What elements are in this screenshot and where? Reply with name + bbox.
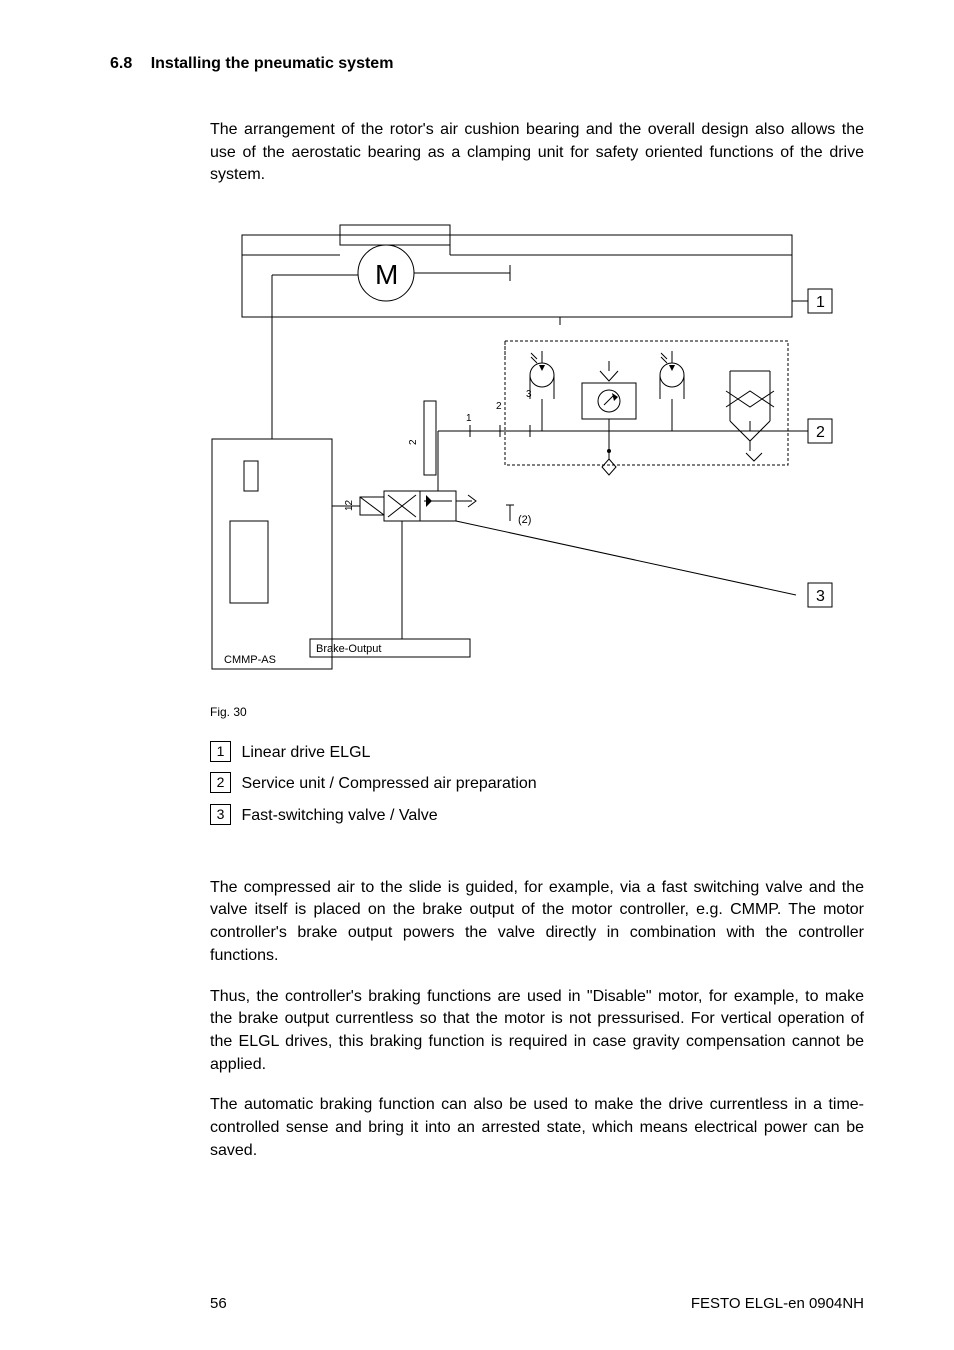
- figure-30: CMMP-AS Brake-Output M 1: [210, 221, 860, 697]
- paragraph-4: The automatic braking function can also …: [210, 1094, 864, 1162]
- port-3-label: 3: [526, 389, 532, 400]
- legend-num-2: 2: [210, 772, 231, 793]
- pneumatic-diagram: CMMP-AS Brake-Output M 1: [210, 221, 860, 697]
- section-title: Installing the pneumatic system: [151, 55, 394, 72]
- rot-2: 2: [408, 439, 419, 445]
- paragraph-3: Thus, the controller's braking functions…: [210, 986, 864, 1077]
- legend-item-1: 1 Linear drive ELGL: [210, 737, 864, 768]
- page-number: 56: [210, 1295, 227, 1312]
- legend-item-3: 3 Fast-switching valve / Valve: [210, 800, 864, 831]
- cmmp-label: CMMP-AS: [224, 654, 276, 666]
- legend-num-1: 1: [210, 741, 231, 762]
- legend-num-3: 3: [210, 804, 231, 825]
- paragraph-2: The compressed air to the slide is guide…: [210, 877, 864, 968]
- rot-12: 12: [344, 500, 355, 512]
- callout-3: 3: [816, 588, 825, 605]
- brake-output-label: Brake-Output: [316, 643, 381, 655]
- legend-item-2: 2 Service unit / Compressed air preparat…: [210, 768, 864, 799]
- section-heading: 6.8 Installing the pneumatic system: [110, 55, 864, 73]
- doc-id: FESTO ELGL-en 0904NH: [691, 1295, 864, 1312]
- motor-label: M: [375, 259, 398, 290]
- legend-text-3: Fast-switching valve / Valve: [241, 807, 437, 824]
- port-2-label: 2: [496, 401, 502, 412]
- callout-2: 2: [816, 424, 825, 441]
- legend-text-2: Service unit / Compressed air preparatio…: [241, 775, 536, 792]
- page-footer: 56 FESTO ELGL-en 0904NH: [110, 1295, 864, 1312]
- callout-1: 1: [816, 294, 825, 311]
- legend-list: 1 Linear drive ELGL 2 Service unit / Com…: [210, 737, 864, 831]
- figure-caption: Fig. 30: [210, 705, 864, 719]
- section-number: 6.8: [110, 55, 132, 73]
- paragraph-1: The arrangement of the rotor's air cushi…: [210, 119, 864, 187]
- port-1-label: 1: [466, 413, 472, 424]
- paren-2-label: (2): [518, 514, 531, 526]
- legend-text-1: Linear drive ELGL: [241, 744, 370, 761]
